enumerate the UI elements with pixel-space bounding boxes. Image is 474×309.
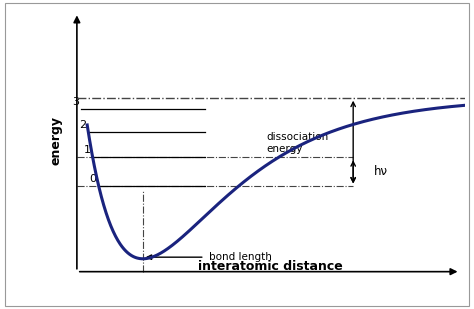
Text: dissociation
energy: dissociation energy bbox=[266, 132, 329, 154]
Text: energy: energy bbox=[50, 116, 63, 165]
Text: bond length: bond length bbox=[209, 252, 272, 262]
Text: hν: hν bbox=[374, 165, 388, 178]
Text: 3: 3 bbox=[72, 97, 79, 107]
Text: 2: 2 bbox=[79, 120, 86, 130]
Text: 0: 0 bbox=[90, 174, 97, 184]
Text: 1: 1 bbox=[83, 146, 91, 155]
Text: interatomic distance: interatomic distance bbox=[198, 260, 343, 273]
